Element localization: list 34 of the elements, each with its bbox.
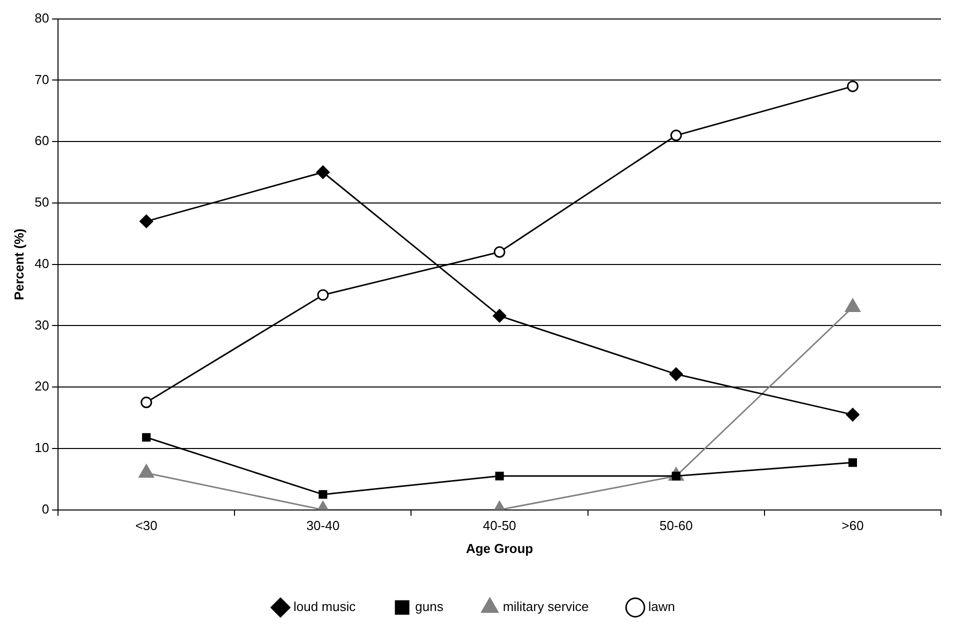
point (140, 396, 152, 408)
y-tick-label: 40 (34, 256, 50, 271)
y-tick-label: 10 (34, 440, 50, 456)
y-tick-label: 80 (34, 10, 50, 26)
x-tick-label: >60 (842, 518, 864, 534)
point (846, 408, 860, 422)
legend-label: military service (502, 599, 589, 614)
y-tick-label: 50 (34, 194, 50, 210)
y-tick-label: 70 (34, 72, 50, 87)
point (495, 472, 504, 480)
x-tick-label: 30-40 (306, 518, 340, 534)
point (318, 490, 328, 499)
point (670, 130, 682, 142)
x-tick-label: <30 (135, 518, 158, 534)
x-tick-label: 40-50 (482, 518, 516, 534)
point (848, 458, 857, 467)
point (494, 246, 506, 258)
legend-label: lawn (648, 599, 676, 614)
point (317, 289, 329, 301)
y-tick-label: 60 (34, 133, 50, 148)
point (142, 433, 151, 442)
y-tick-label: 30 (34, 317, 50, 332)
y-tick-label: 20 (34, 378, 50, 394)
point (316, 165, 330, 179)
legend-label: guns (415, 599, 444, 614)
point (669, 367, 683, 381)
y-tick-label: 0 (42, 501, 50, 516)
y-axis-title: Percent (%) (11, 228, 26, 300)
legend-label: loud music (293, 599, 356, 614)
point (846, 80, 858, 92)
point (140, 214, 154, 228)
x-tick-label: 50-60 (659, 518, 693, 534)
point (492, 309, 506, 323)
x-axis-title: Age Group (466, 540, 534, 556)
